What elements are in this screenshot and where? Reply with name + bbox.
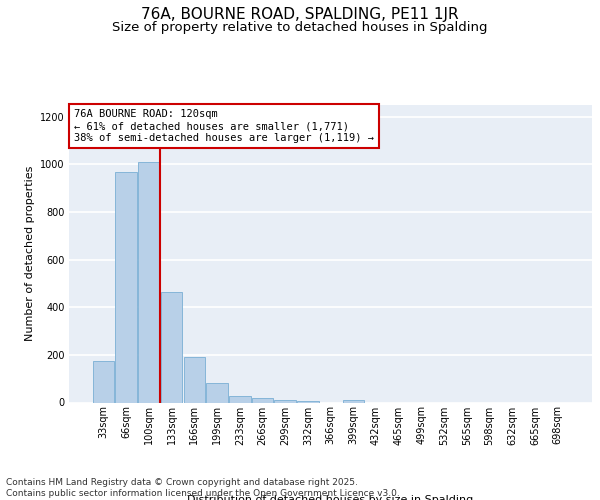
Text: 76A, BOURNE ROAD, SPALDING, PE11 1JR: 76A, BOURNE ROAD, SPALDING, PE11 1JR <box>141 8 459 22</box>
X-axis label: Distribution of detached houses by size in Spalding: Distribution of detached houses by size … <box>187 494 474 500</box>
Text: Size of property relative to detached houses in Spalding: Size of property relative to detached ho… <box>112 21 488 34</box>
Bar <box>93 361 115 403</box>
Bar <box>138 162 160 402</box>
Bar <box>252 398 273 402</box>
Bar <box>343 400 364 402</box>
Bar <box>115 172 137 402</box>
Text: Contains HM Land Registry data © Crown copyright and database right 2025.
Contai: Contains HM Land Registry data © Crown c… <box>6 478 400 498</box>
Y-axis label: Number of detached properties: Number of detached properties <box>25 166 35 342</box>
Bar <box>274 400 296 402</box>
Text: 76A BOURNE ROAD: 120sqm
← 61% of detached houses are smaller (1,771)
38% of semi: 76A BOURNE ROAD: 120sqm ← 61% of detache… <box>74 110 374 142</box>
Bar <box>206 384 228 402</box>
Bar <box>297 401 319 402</box>
Bar <box>161 292 182 403</box>
Bar <box>184 358 205 403</box>
Bar <box>229 396 251 402</box>
